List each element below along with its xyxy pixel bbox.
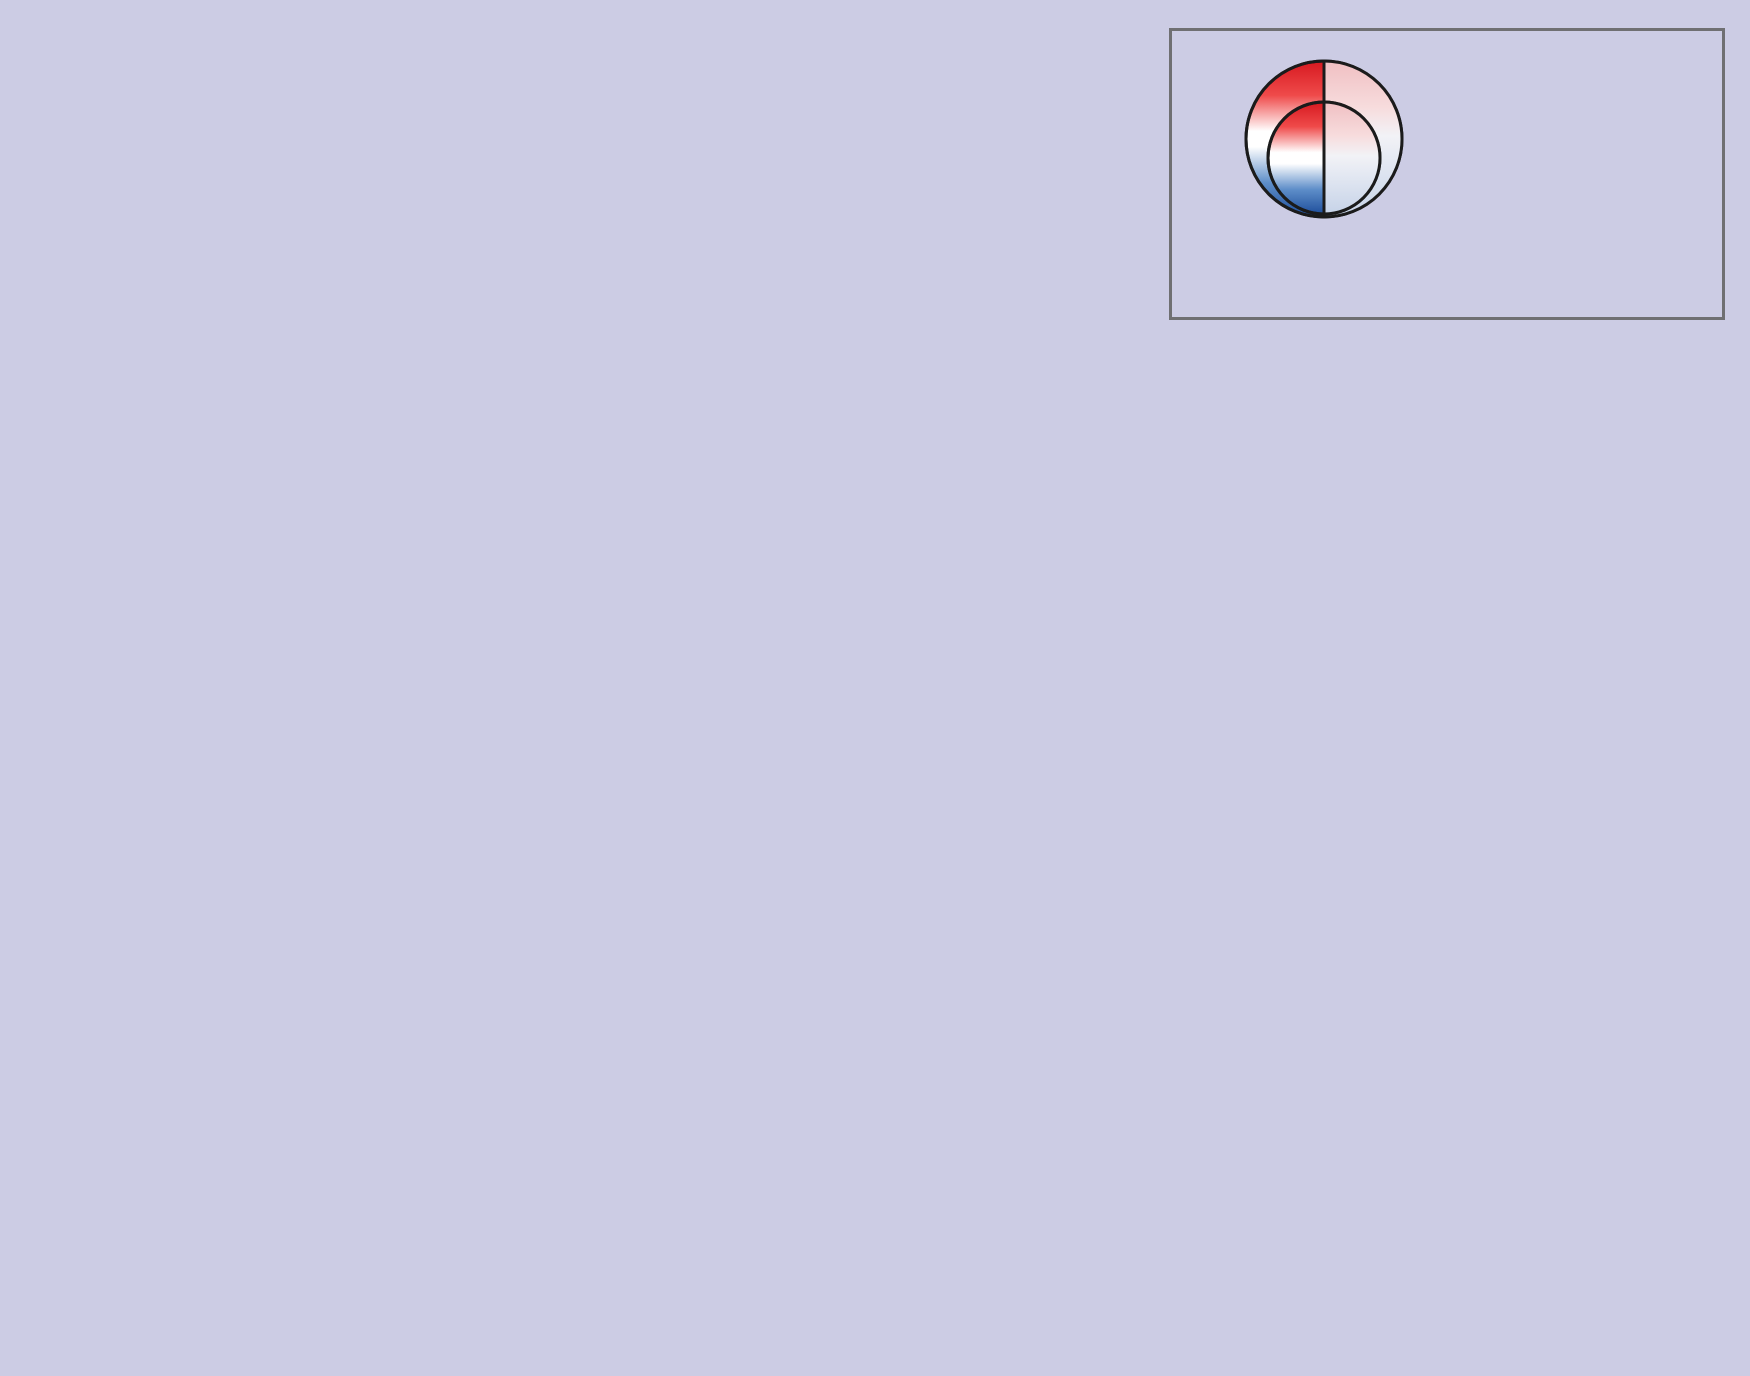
legend-panel <box>1169 28 1725 320</box>
legend-node-glyph <box>1244 59 1404 219</box>
